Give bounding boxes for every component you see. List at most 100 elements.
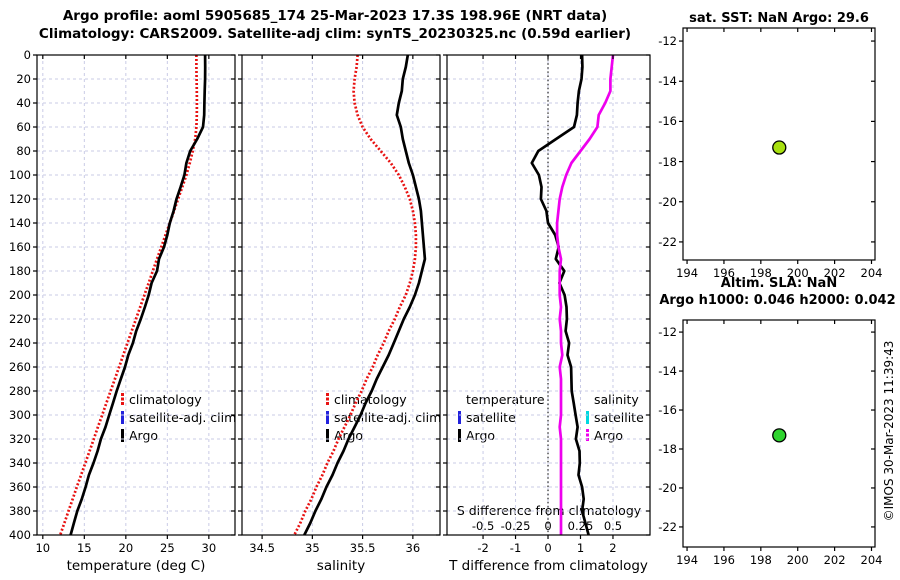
x-tick-label: 204 bbox=[860, 553, 883, 567]
depth-tick-label: 380 bbox=[9, 504, 31, 518]
argo-position-dot bbox=[772, 428, 787, 443]
series-argo bbox=[303, 54, 427, 536]
legend-row: satellite bbox=[586, 409, 644, 427]
sst-map-title: sat. SST: NaN Argo: 29.6 bbox=[689, 11, 869, 26]
argo-t-line-marker bbox=[458, 429, 461, 442]
legend-row: satellite bbox=[458, 409, 545, 427]
satellite-s-line-marker bbox=[586, 411, 589, 424]
x-tick-label: 194 bbox=[676, 553, 699, 567]
series-argo-s-difference bbox=[555, 54, 615, 535]
x-tick-label: 200 bbox=[786, 266, 809, 280]
x-tick-label: 194 bbox=[676, 266, 699, 280]
x-tick-label: 196 bbox=[712, 553, 735, 567]
difference-legend-temperature: temperature satellite Argo bbox=[458, 391, 545, 445]
difference-legend-salinity: salinity satellite Argo bbox=[586, 391, 644, 445]
argo-s-line-marker bbox=[586, 429, 589, 442]
x-tick-label: -1 bbox=[509, 541, 522, 555]
legend-row: climatology bbox=[326, 391, 441, 409]
temperature-axis-label: temperature (deg C) bbox=[66, 558, 206, 574]
depth-tick-label: 120 bbox=[9, 192, 31, 206]
depth-tick-label: 140 bbox=[9, 216, 31, 230]
x-tick-label: 198 bbox=[749, 266, 772, 280]
argo-position-dot bbox=[772, 140, 787, 155]
lat-tick-label: -12 bbox=[658, 325, 677, 340]
lat-tick-label: -22 bbox=[658, 519, 677, 534]
x-tick-label: 202 bbox=[823, 553, 846, 567]
salinity-chart bbox=[238, 54, 441, 539]
salinity-axis-label: salinity bbox=[316, 558, 366, 574]
satellite-clim-line-marker bbox=[121, 411, 124, 424]
temperature-legend: climatology satellite-adj. clim Argo bbox=[121, 391, 236, 445]
lat-tick-label: -18 bbox=[658, 154, 677, 169]
depth-tick-label: 0 bbox=[23, 48, 31, 62]
x-tick-label: 200 bbox=[786, 553, 809, 567]
lat-tick-label: -20 bbox=[658, 194, 677, 209]
climatology-line-marker bbox=[326, 393, 329, 406]
x-tick-label: 25 bbox=[160, 541, 175, 555]
depth-tick-label: 360 bbox=[9, 480, 31, 494]
s-difference-tick-label: -0.25 bbox=[500, 519, 531, 533]
argo-line-marker bbox=[121, 429, 124, 442]
depth-tick-label: 20 bbox=[16, 72, 31, 86]
depth-tick-label: 300 bbox=[9, 408, 31, 422]
depth-tick-label: 200 bbox=[9, 288, 31, 302]
satellite-clim-line-marker bbox=[326, 411, 329, 424]
depth-tick-label: 40 bbox=[16, 96, 31, 110]
t-difference-axis-label: T difference from climatology bbox=[449, 558, 648, 574]
legend-label: satellite-adj. clim bbox=[129, 410, 237, 425]
x-tick-label: 30 bbox=[201, 541, 217, 555]
title-line-1: Argo profile: aoml 5905685_174 25-Mar-20… bbox=[62, 8, 608, 24]
lat-tick-label: -22 bbox=[658, 234, 677, 249]
temperature-chart bbox=[33, 54, 236, 539]
legend-label: Argo bbox=[129, 428, 159, 443]
x-tick-label: 204 bbox=[860, 266, 883, 280]
depth-tick-label: 180 bbox=[9, 264, 31, 278]
depth-tick-label: 240 bbox=[9, 336, 31, 350]
x-tick-label: 34.5 bbox=[249, 541, 275, 555]
series-argo bbox=[69, 54, 207, 536]
series-argo-t-difference bbox=[530, 54, 590, 536]
legend-row: satellite-adj. clim bbox=[121, 409, 236, 427]
lat-tick-label: -16 bbox=[658, 403, 677, 418]
imos-watermark: ©IMOS 30-Mar-2023 11:39:43 bbox=[882, 340, 896, 522]
legend-column-header: salinity bbox=[594, 392, 639, 407]
x-tick-label: 196 bbox=[712, 266, 735, 280]
depth-tick-label: 400 bbox=[9, 528, 31, 542]
x-tick-label: 0 bbox=[544, 541, 552, 555]
lat-tick-label: -16 bbox=[658, 114, 677, 129]
x-tick-label: 10 bbox=[35, 541, 51, 555]
x-tick-label: 198 bbox=[749, 553, 772, 567]
legend-label: climatology bbox=[129, 392, 202, 407]
s-difference-axis-label: S difference from climatology bbox=[456, 503, 642, 518]
s-difference-tick-label: 0.25 bbox=[567, 519, 594, 533]
depth-tick-label: 220 bbox=[9, 312, 31, 326]
lat-tick-label: -14 bbox=[658, 364, 677, 379]
lat-tick-label: -12 bbox=[658, 34, 677, 49]
lat-tick-label: -20 bbox=[658, 480, 677, 495]
depth-tick-label: 280 bbox=[9, 384, 31, 398]
legend-label: climatology bbox=[334, 392, 407, 407]
x-tick-label: 202 bbox=[823, 266, 846, 280]
legend-column-header: temperature bbox=[466, 392, 545, 407]
title-line-2: Climatology: CARS2009. Satellite-adj cli… bbox=[38, 26, 632, 42]
depth-tick-label: 160 bbox=[9, 240, 31, 254]
depth-tick-label: 260 bbox=[9, 360, 31, 374]
depth-tick-label: 100 bbox=[9, 168, 31, 182]
depth-tick-label: 340 bbox=[9, 456, 31, 470]
x-tick-label: 20 bbox=[118, 541, 134, 555]
satellite-t-line-marker bbox=[458, 411, 461, 424]
sla_map-chart bbox=[679, 319, 876, 551]
s-difference-tick-label: 0 bbox=[544, 519, 552, 533]
x-tick-label: 1 bbox=[576, 541, 585, 555]
argo-line-marker bbox=[326, 429, 329, 442]
lat-tick-label: -14 bbox=[658, 74, 677, 89]
x-tick-label: 35 bbox=[305, 541, 320, 555]
x-tick-label: 15 bbox=[76, 541, 92, 555]
legend-row: climatology bbox=[121, 391, 236, 409]
s-difference-tick-label: -0.5 bbox=[471, 519, 495, 533]
depth-tick-label: 320 bbox=[9, 432, 31, 446]
x-tick-label: 2 bbox=[609, 541, 617, 555]
climatology-line-marker bbox=[121, 393, 124, 406]
sst_map-chart bbox=[679, 27, 876, 264]
